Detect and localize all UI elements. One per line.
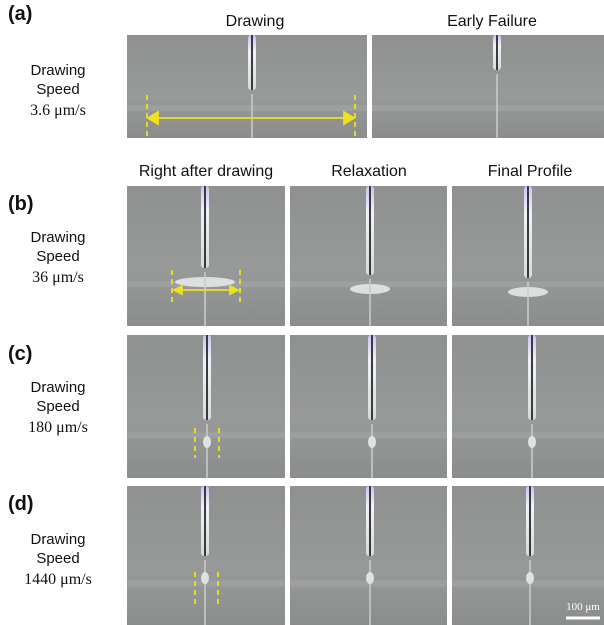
photos — [127, 35, 604, 625]
column-header: Right after drawing — [139, 163, 273, 180]
bead — [528, 436, 536, 448]
panel-label: (c) — [8, 343, 32, 365]
photo-background — [127, 35, 367, 138]
figure: Drawing Early Failure Right after drawin… — [0, 0, 604, 625]
speed-label: 3.6 μm/s — [30, 102, 86, 119]
photo-background — [372, 35, 604, 138]
row-label: Drawing — [30, 62, 85, 79]
column-header: Relaxation — [331, 163, 407, 180]
panel-label: (b) — [8, 193, 34, 215]
speed-label: 1440 μm/s — [24, 571, 92, 588]
photo — [452, 186, 604, 326]
photo — [290, 486, 447, 625]
panel-label: (a) — [8, 3, 32, 25]
photo — [127, 35, 367, 138]
photo — [290, 335, 447, 478]
photo — [372, 35, 604, 138]
photo — [127, 486, 285, 625]
bead — [366, 572, 374, 584]
photo — [127, 335, 285, 478]
panel-label: (d) — [8, 493, 34, 515]
photo — [127, 186, 285, 326]
bead — [201, 572, 209, 584]
row-label: Speed — [36, 248, 79, 265]
speed-label: 180 μm/s — [28, 419, 88, 436]
row-label: Speed — [36, 81, 79, 98]
substrate-band — [452, 432, 604, 438]
photo — [290, 186, 447, 326]
row-label: Speed — [36, 550, 79, 567]
photo — [452, 335, 604, 478]
substrate-band — [290, 432, 447, 438]
column-header: Final Profile — [488, 163, 573, 180]
column-header: Drawing — [226, 13, 285, 30]
row-label: Drawing — [30, 531, 85, 548]
row-labels: (a) Drawing Speed 3.6 μm/s (b) Drawing Speed 36… — [8, 3, 92, 588]
speed-label: 36 μm/s — [32, 269, 84, 286]
bead — [368, 436, 376, 448]
row-label: Speed — [36, 398, 79, 415]
row-label: Drawing — [30, 379, 85, 396]
substrate-band — [372, 105, 604, 111]
substrate-band — [127, 105, 367, 111]
bead — [203, 436, 211, 448]
column-header: Early Failure — [447, 13, 537, 30]
bead — [526, 572, 534, 584]
scale-bar-label: 100 μm — [566, 601, 600, 613]
row-label: Drawing — [30, 229, 85, 246]
